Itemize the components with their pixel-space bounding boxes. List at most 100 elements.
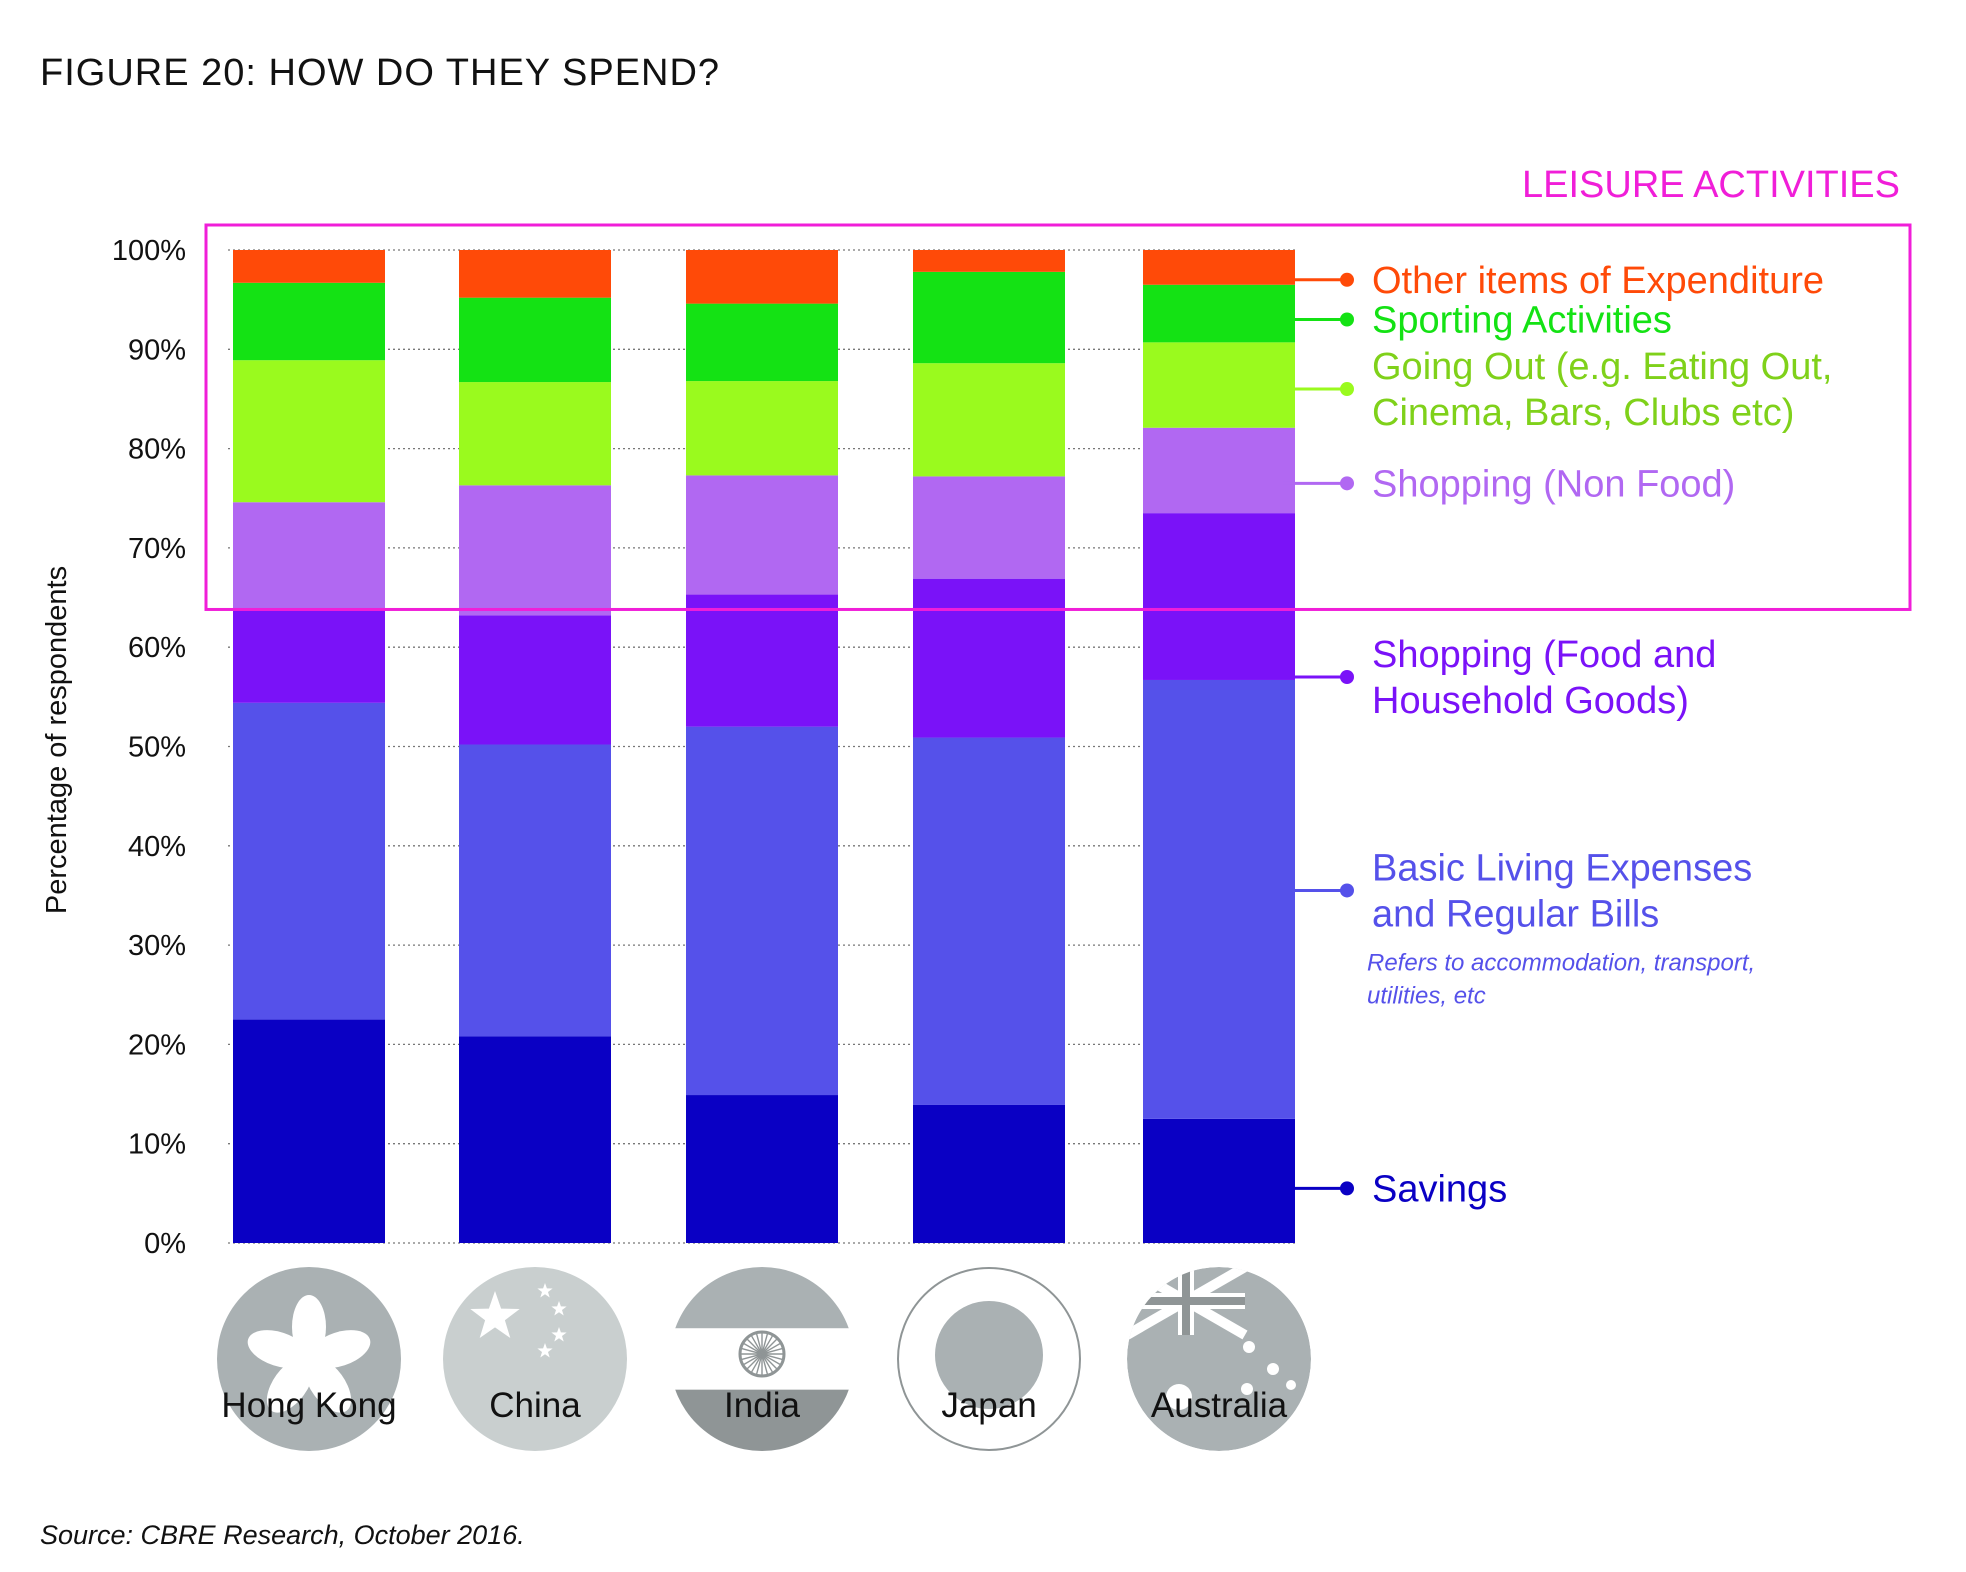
bar-segment-basic-living-expenses-and-regular-bills [459,744,611,1037]
leisure-activities-label: LEISURE ACTIVITIES [1522,164,1900,206]
legend-label: Shopping (Non Food) [1372,463,1735,505]
bar-segment-shopping-food-and-household-goods [1143,513,1295,680]
y-tick-label: 60% [128,632,186,664]
legend-label: Going Out (e.g. Eating Out, [1372,346,1832,388]
bar-segment-basic-living-expenses-and-regular-bills [686,726,838,1096]
bar-segment-other-items-of-expenditure [233,250,385,283]
legend-marker [1340,1181,1354,1196]
legend-label: Shopping (Food and [1372,634,1716,676]
flag-india: India [670,1267,854,1451]
chakra-wheel-icon [738,1330,786,1378]
bar-segment-shopping-food-and-household-goods [233,608,385,703]
y-tick-label: 80% [128,434,186,466]
bar-segment-basic-living-expenses-and-regular-bills [233,702,385,1020]
bar-segment-shopping-non-food [913,476,1065,579]
bar-segment-going-out-e-g-eating-out-cinema-bars-clubs-etc [686,381,838,476]
y-axis-label: Percentage of respondents [41,566,73,914]
legend-marker [1340,312,1354,327]
star-icon [1243,1341,1255,1353]
legend-item-savings: Savings [1283,1168,1507,1210]
legend-note: utilities, etc [1367,982,1486,1009]
legend-label: Savings [1372,1168,1507,1210]
bar-segment-shopping-food-and-household-goods [459,615,611,745]
legend-label: Other items of Expenditure [1372,260,1824,302]
bar-segment-shopping-non-food [1143,427,1295,514]
country-flags: Hong Kong China India Japan Australia [217,1267,1311,1451]
country-label: Japan [941,1386,1036,1425]
bar-segment-going-out-e-g-eating-out-cinema-bars-clubs-etc [913,363,1065,477]
bar-segment-sporting-activities [459,297,611,383]
country-label: Hong Kong [221,1386,396,1425]
y-tick-label: 30% [128,930,186,962]
bar-stack-japan [913,250,1065,1243]
bar-stack-china [459,250,611,1243]
legend-marker [1340,272,1354,287]
country-label: Australia [1151,1386,1288,1425]
star-icon [1166,1384,1192,1410]
y-tick-label: 40% [128,831,186,863]
y-tick-label: 0% [144,1228,186,1260]
legend-label: Household Goods) [1372,680,1689,722]
bar-segment-other-items-of-expenditure [913,250,1065,272]
bar-segment-shopping-food-and-household-goods [913,578,1065,738]
flag-japan: Japan [897,1267,1081,1451]
bar-segment-savings [686,1095,838,1243]
bars [233,250,1295,1243]
y-tick-label: 10% [128,1129,186,1161]
legend-marker [1340,382,1354,397]
bauhinia-petal-icon [266,1357,314,1413]
bar-segment-shopping-food-and-household-goods [686,594,838,727]
leisure-activities-box: LEISURE ACTIVITIES [204,164,1912,611]
star-icon [551,1301,567,1316]
star-icon [470,1291,520,1338]
bar-segment-sporting-activities [686,303,838,382]
star-icon [537,1283,553,1298]
y-tick-label: 70% [128,533,186,565]
bar-segment-other-items-of-expenditure [1143,250,1295,285]
y-tick-label: 50% [128,732,186,764]
bar-segment-sporting-activities [913,271,1065,364]
leisure-box-outline [204,223,1912,611]
legend-item-going-out-e-g-eating-out-cinema-bars-clubs-etc: Going Out (e.g. Eating Out,Cinema, Bars,… [1283,346,1832,434]
bar-segment-sporting-activities [1143,284,1295,343]
legend-marker [1340,669,1354,684]
bar-segment-basic-living-expenses-and-regular-bills [913,737,1065,1105]
australia-flag-icon [1127,1267,1311,1451]
legend-label: and Regular Bills [1372,893,1659,935]
bar-segment-going-out-e-g-eating-out-cinema-bars-clubs-etc [1143,342,1295,428]
flag-australia: Australia [1127,1267,1311,1451]
bar-stack-australia [1143,250,1295,1243]
legend-label: Sporting Activities [1372,300,1672,342]
y-tick-label: 20% [128,1029,186,1061]
bar-stack-india [686,250,838,1243]
union-jack-cross-inner [1127,1297,1245,1305]
flag-hong-kong: Hong Kong [217,1267,401,1451]
bar-segment-shopping-non-food [233,502,385,609]
bar-segment-other-items-of-expenditure [686,250,838,304]
bauhinia-petal-icon [308,1330,371,1369]
star-icon [1267,1363,1279,1375]
bar-segment-savings [459,1036,611,1243]
star-icon [1286,1380,1296,1390]
bar-segment-basic-living-expenses-and-regular-bills [1143,679,1295,1119]
bar-segment-shopping-non-food [459,485,611,616]
bar-segment-going-out-e-g-eating-out-cinema-bars-clubs-etc [459,382,611,486]
bar-segment-savings [913,1104,1065,1243]
y-tick-label: 90% [128,334,186,366]
bauhinia-petal-icon [247,1330,310,1369]
legend-label: Cinema, Bars, Clubs etc) [1372,392,1794,434]
bar-segment-savings [233,1019,385,1243]
star-icon [537,1343,553,1358]
flag-china: China [443,1267,627,1451]
bar-segment-going-out-e-g-eating-out-cinema-bars-clubs-etc [233,360,385,503]
bar-stack-hong-kong [233,250,385,1243]
chakra-spoke [741,1347,783,1361]
legend-item-sporting-activities: Sporting Activities [1283,300,1672,342]
country-label: China [489,1386,581,1425]
legend-marker [1340,476,1354,491]
y-axis-ticks: 0% 10% 20% 30% 40% 50% 60% 70% 80% 90% 100% [112,235,186,1260]
y-tick-label: 100% [112,235,186,267]
